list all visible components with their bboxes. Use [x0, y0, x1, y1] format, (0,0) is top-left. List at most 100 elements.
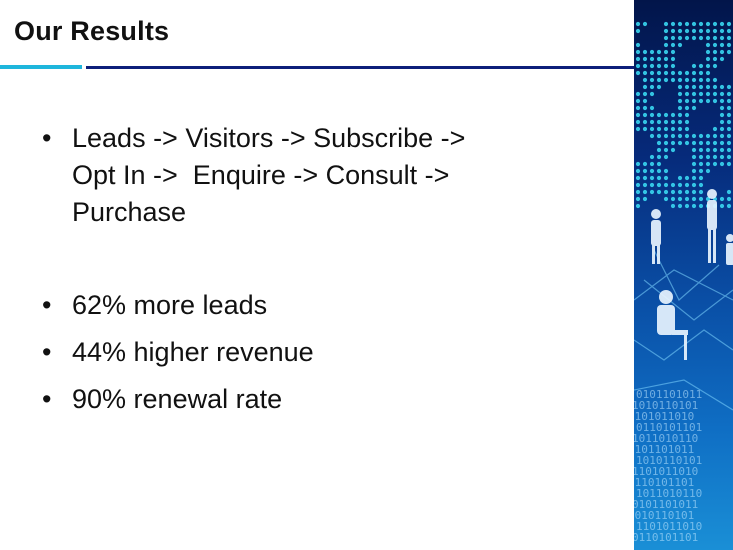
map-dot	[656, 126, 662, 132]
map-dot	[635, 63, 641, 69]
map-dot	[649, 77, 655, 83]
map-dot	[719, 84, 725, 90]
map-dot	[642, 77, 648, 83]
map-dot	[670, 147, 676, 153]
binary-row: 0101101011	[634, 443, 694, 456]
side-art-graphic: 0101101011101011010111010110100110101101…	[634, 21, 733, 544]
map-dot	[677, 126, 683, 132]
map-dot	[719, 161, 725, 167]
map-dot	[649, 175, 655, 181]
map-dot	[670, 49, 676, 55]
map-dot	[642, 49, 648, 55]
map-dot	[719, 203, 725, 209]
map-dot	[663, 112, 669, 118]
binary-row: 1011010110	[634, 432, 698, 445]
map-dot	[663, 168, 669, 174]
map-dot	[719, 98, 725, 104]
map-dot	[670, 70, 676, 76]
binary-row: 0101101011	[634, 498, 698, 511]
map-dot	[677, 119, 683, 125]
map-dot	[698, 189, 704, 195]
map-dot	[642, 196, 648, 202]
map-dot	[719, 105, 725, 111]
map-dot	[684, 35, 690, 41]
map-dot	[684, 105, 690, 111]
map-dot	[677, 196, 683, 202]
map-dot	[663, 140, 669, 146]
map-dot	[705, 161, 711, 167]
bullet-list: • Leads -> Visitors -> Subscribe -> Opt …	[40, 120, 610, 428]
bullet-item-revenue: • 44% higher revenue	[40, 334, 610, 371]
map-dot	[705, 49, 711, 55]
dotted-world-map	[635, 21, 732, 209]
map-dot	[684, 182, 690, 188]
map-dot	[726, 161, 732, 167]
map-dot	[635, 175, 641, 181]
map-dot	[649, 56, 655, 62]
map-dot	[656, 63, 662, 69]
map-dot	[656, 112, 662, 118]
map-dot	[712, 63, 718, 69]
map-dot	[649, 105, 655, 111]
map-dot	[691, 91, 697, 97]
map-dot	[698, 28, 704, 34]
map-dot	[691, 168, 697, 174]
binary-row: 0110101101	[634, 531, 698, 544]
map-dot	[684, 98, 690, 104]
map-dot	[656, 161, 662, 167]
map-dot	[635, 42, 641, 48]
binary-row: 0101101011	[636, 388, 702, 401]
map-dot	[691, 182, 697, 188]
map-dot	[642, 70, 648, 76]
map-dot	[691, 133, 697, 139]
map-dot	[705, 91, 711, 97]
map-dot	[635, 21, 641, 27]
map-dot	[677, 98, 683, 104]
map-dot	[705, 140, 711, 146]
bullet-text: 90% renewal rate	[72, 384, 283, 414]
map-dot	[712, 21, 718, 27]
map-dot	[712, 154, 718, 160]
map-dot	[663, 175, 669, 181]
map-dot	[649, 49, 655, 55]
map-dot	[691, 154, 697, 160]
map-dot	[649, 161, 655, 167]
map-dot	[649, 63, 655, 69]
map-dot	[684, 70, 690, 76]
map-dot	[719, 35, 725, 41]
map-dot	[684, 28, 690, 34]
map-dot	[726, 91, 732, 97]
map-dot	[726, 140, 732, 146]
map-dot	[698, 203, 704, 209]
map-dot	[663, 189, 669, 195]
map-dot	[677, 21, 683, 27]
map-dot	[635, 126, 641, 132]
map-dot	[677, 28, 683, 34]
map-dot	[726, 147, 732, 153]
map-dot	[670, 42, 676, 48]
map-dot	[670, 182, 676, 188]
map-dot	[719, 42, 725, 48]
map-dot	[698, 21, 704, 27]
map-dot	[663, 56, 669, 62]
map-dot	[705, 21, 711, 27]
bullet-item-funnel: • Leads -> Visitors -> Subscribe -> Opt …	[40, 120, 610, 231]
map-dot	[712, 35, 718, 41]
map-dot	[684, 119, 690, 125]
map-dot	[642, 91, 648, 97]
map-dot	[677, 42, 683, 48]
map-dot	[712, 147, 718, 153]
map-dot	[698, 77, 704, 83]
bullet-item-leads: • 62% more leads	[40, 287, 610, 324]
map-dot	[691, 161, 697, 167]
map-dot	[656, 182, 662, 188]
binary-row: 1010110101	[636, 454, 702, 467]
map-dot	[726, 112, 732, 118]
map-dot	[670, 35, 676, 41]
title-underline-accent	[0, 65, 82, 69]
map-dot	[726, 49, 732, 55]
map-dot	[684, 175, 690, 181]
binary-row: 1101011010	[634, 465, 698, 478]
map-dot	[705, 147, 711, 153]
